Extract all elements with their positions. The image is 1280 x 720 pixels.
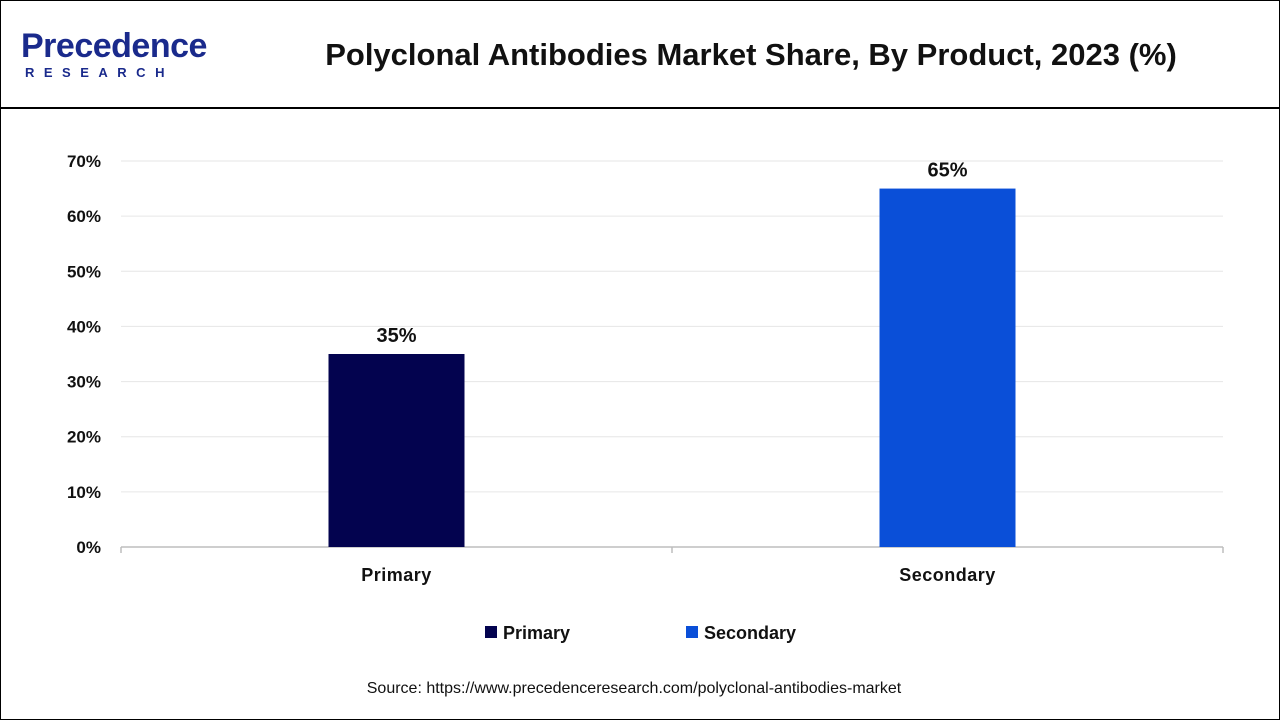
x-tick-label: Primary	[361, 565, 432, 585]
bar-chart: 0% 10% 20% 30% 40% 50% 60% 70% 35% Primary 65% Seco…	[67, 152, 1224, 643]
brand-logo: Precedence RESEARCH	[21, 27, 221, 87]
brand-name: Precedence	[21, 27, 207, 65]
y-tick-label: 10%	[67, 483, 101, 502]
brand-subtitle: RESEARCH	[25, 65, 174, 80]
y-tick-label: 40%	[67, 317, 101, 336]
x-tick-label: Secondary	[899, 565, 996, 585]
source-note: Source: https://www.precedenceresearch.c…	[366, 680, 902, 697]
legend-swatch	[485, 626, 497, 638]
y-tick-label: 70%	[67, 152, 101, 171]
legend-label: Secondary	[704, 623, 796, 643]
y-tick-label: 0%	[76, 538, 101, 557]
data-label: 35%	[376, 325, 416, 347]
legend-label: Primary	[503, 623, 570, 643]
y-tick-label: 60%	[67, 207, 101, 226]
data-label: 65%	[927, 160, 967, 182]
bar-secondary	[879, 188, 1016, 548]
y-tick-label: 50%	[67, 262, 101, 281]
header: Precedence RESEARCH Polyclonal Antibodie…	[1, 1, 1279, 109]
chart-title: Polyclonal Antibodies Market Share, By P…	[325, 37, 1177, 72]
y-tick-label: 20%	[67, 428, 101, 447]
legend-swatch	[686, 626, 698, 638]
y-tick-label: 30%	[67, 373, 101, 392]
bar-primary	[328, 354, 465, 547]
